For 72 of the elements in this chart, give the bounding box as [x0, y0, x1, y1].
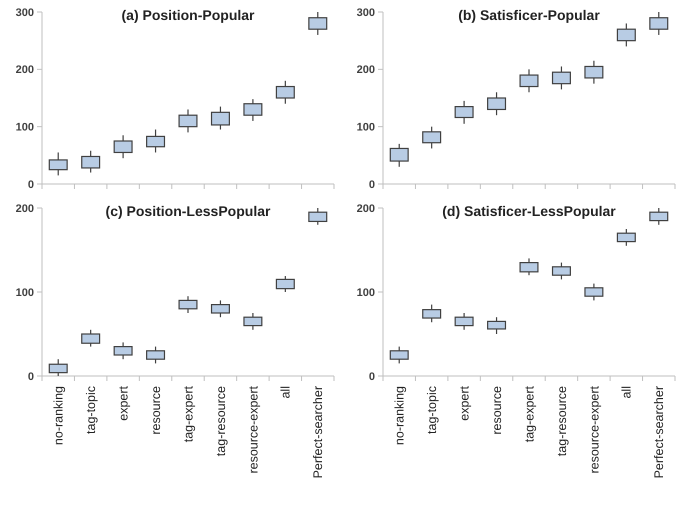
- x-tick-label: resource-expert: [246, 385, 260, 474]
- candlestick: [649, 207, 668, 226]
- candlestick: [114, 342, 133, 360]
- x-tick-label: resource-expert: [587, 385, 602, 474]
- candlestick: [178, 296, 198, 314]
- candlestick: [210, 106, 230, 130]
- x-tick-label: resource: [490, 386, 504, 435]
- y-tick-label: 0: [368, 178, 375, 191]
- candlestick: [487, 92, 506, 116]
- candlestick: [390, 346, 409, 364]
- candlestick: [114, 134, 133, 159]
- candlestick: [454, 312, 474, 330]
- candlestick: [487, 316, 506, 335]
- candlestick: [308, 11, 328, 36]
- x-tick-label: tag-resource: [214, 386, 228, 456]
- candlestick: [146, 128, 166, 154]
- candlestick: [48, 152, 68, 176]
- y-tick-label: 100: [16, 122, 34, 134]
- y-tick-label: 100: [356, 286, 375, 299]
- y-tick-label: 200: [356, 202, 375, 215]
- candlestick: [308, 207, 328, 226]
- y-tick-label: 0: [368, 370, 375, 383]
- candlestick: [390, 143, 409, 168]
- y-tick-label: 0: [28, 370, 34, 383]
- candlestick: [422, 304, 442, 323]
- x-tick-label: tag-expert: [522, 385, 536, 442]
- candlestick: [81, 329, 100, 348]
- x-tick-label: no-ranking: [52, 386, 66, 446]
- x-tick-label: tag-topic: [84, 386, 98, 434]
- x-tick-label: resource: [148, 386, 163, 435]
- y-tick-label: 300: [16, 6, 34, 19]
- candlestick: [243, 312, 262, 330]
- candlestick: [649, 11, 668, 36]
- candlestick: [422, 126, 442, 150]
- candlestick: [81, 150, 100, 174]
- y-tick-label: 100: [356, 122, 375, 134]
- x-tick-label: all: [620, 386, 634, 399]
- candlestick: [454, 100, 474, 124]
- y-tick-label: 0: [28, 178, 34, 191]
- candlestick: [616, 22, 636, 47]
- candlestick: [584, 283, 604, 301]
- y-tick-label: 200: [16, 64, 34, 76]
- chart-title: (c) Position-LessPopular: [106, 203, 271, 219]
- x-tick-label: tag-topic: [425, 386, 440, 434]
- x-tick-label: Perfect-searcher: [652, 386, 666, 478]
- y-tick-label: 200: [16, 202, 34, 215]
- candlestick: [276, 80, 295, 104]
- candlestick: [519, 68, 539, 93]
- y-tick-label: 100: [16, 286, 34, 299]
- y-tick-label: 200: [356, 64, 375, 76]
- x-tick-label: Perfect-searcher: [311, 386, 326, 478]
- candlestick: [48, 358, 68, 377]
- candlestick: [243, 98, 262, 122]
- candlestick: [210, 300, 230, 318]
- x-tick-label: tag-resource: [554, 386, 569, 456]
- candlestick: [584, 60, 604, 84]
- candlestick: [616, 228, 636, 246]
- x-tick-label: no-ranking: [392, 386, 407, 446]
- candlestick: [552, 66, 571, 90]
- x-tick-label: tag-expert: [181, 385, 196, 442]
- x-tick-label: expert: [457, 385, 472, 421]
- candlestick: [519, 258, 539, 276]
- x-tick-label: expert: [116, 385, 130, 421]
- chart-title: (b) Satisficer-Popular: [458, 7, 600, 23]
- candlestick: [146, 346, 166, 364]
- chart-title: (a) Position-Popular: [122, 7, 256, 23]
- y-tick-label: 300: [356, 6, 375, 19]
- x-tick-label: all: [278, 386, 293, 399]
- candlestick: [178, 108, 198, 133]
- candlestick: [552, 262, 571, 280]
- candlestick: [276, 275, 295, 293]
- chart-title: (d) Satisficer-LessPopular: [442, 203, 616, 219]
